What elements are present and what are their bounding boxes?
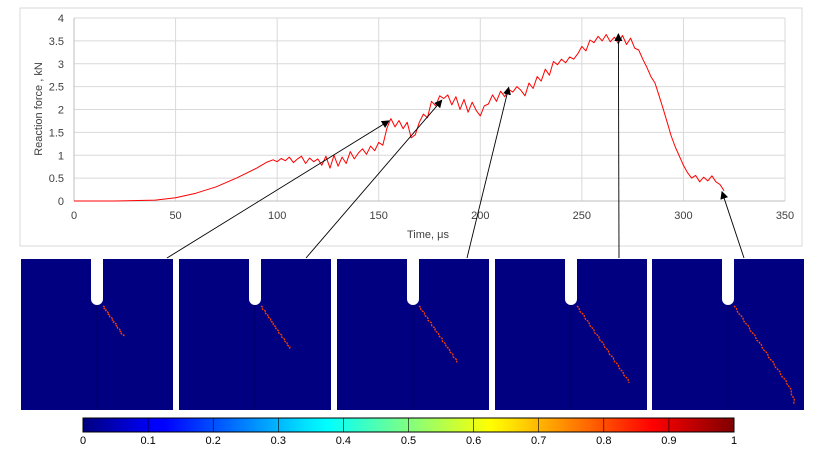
x-tick-label: 250 — [573, 210, 591, 222]
colorbar-tick-label: 0.4 — [336, 435, 351, 447]
series-line — [74, 34, 725, 202]
chart-border — [19, 7, 803, 247]
x-tick-label: 350 — [776, 210, 794, 222]
x-tick-label: 50 — [169, 210, 181, 222]
chart-area: 00.511.522.533.54 0 50 100 150 200 250 300 350 … — [19, 7, 803, 247]
y-tick-label: 0.5 — [49, 173, 64, 185]
colorbar-tick-label: 0.9 — [661, 435, 676, 447]
crack-path — [576, 305, 630, 384]
x-tick-label: 100 — [268, 210, 286, 222]
crack-panel — [337, 259, 489, 410]
colorbar-tick-label: 0 — [80, 435, 86, 447]
crack-path — [418, 305, 458, 363]
axes — [73, 18, 785, 202]
annotation-arrow — [166, 120, 390, 259]
x-tick-labels: 0 50 100 150 200 250 300 350 — [71, 210, 794, 222]
x-tick-label: 150 — [370, 210, 388, 222]
y-tick-label: 3.5 — [49, 36, 64, 48]
y-tick-label: 2 — [58, 105, 64, 117]
notch — [722, 259, 734, 305]
y-tick-label: 0 — [58, 196, 64, 208]
notch — [91, 259, 103, 305]
annotation-arrow — [466, 86, 511, 259]
y-tick-labels: 0 0.5 1 1.5 2 2.5 3 3.5 4 — [49, 13, 64, 208]
colorbar-tick-label: 1 — [731, 435, 737, 447]
notch — [249, 259, 261, 305]
colorbar-ticks: 0 0.1 0.2 0.3 0.4 0.5 0.6 0.7 0.8 0.9 1 — [80, 418, 737, 447]
colorbar-tick-label: 0.8 — [596, 435, 611, 447]
colorbar-tick-label: 0.2 — [206, 435, 221, 447]
colorbar-tick-label: 0.3 — [271, 435, 286, 447]
grid-lines — [74, 17, 786, 201]
notch — [565, 259, 577, 305]
y-tick-label: 1.5 — [49, 127, 64, 139]
annotation-arrow — [720, 190, 745, 259]
crack-path — [102, 305, 125, 337]
x-tick-label: 0 — [71, 210, 77, 222]
colorbar-tick-label: 0.1 — [140, 435, 155, 447]
y-tick-label: 3 — [58, 59, 64, 71]
notch — [407, 259, 419, 305]
colorbar-tick-label: 0.6 — [466, 435, 481, 447]
colorbar-tick-label: 0.7 — [531, 435, 546, 447]
y-tick-label: 1 — [58, 150, 64, 162]
annotation-arrow — [614, 33, 623, 259]
crack-path — [733, 305, 796, 405]
colorbar-tick-label: 0.5 — [401, 435, 416, 447]
crack-panel — [179, 259, 331, 410]
colorbar: 0 0.1 0.2 0.3 0.4 0.5 0.6 0.7 0.8 0.9 1 — [80, 417, 737, 447]
annotation-arrow — [305, 99, 443, 259]
crack-panels — [21, 259, 804, 410]
y-axis-label: Reaction force , kN — [33, 62, 45, 156]
crack-path — [260, 305, 291, 350]
x-tick-label: 300 — [674, 210, 692, 222]
x-tick-label: 200 — [471, 210, 489, 222]
y-tick-label: 4 — [58, 13, 64, 25]
annotation-arrows — [166, 33, 745, 259]
x-axis-label: Time, μs — [407, 229, 449, 241]
crack-panel — [652, 259, 804, 410]
crack-panel — [21, 259, 173, 410]
crack-panel — [495, 259, 647, 410]
y-tick-label: 2.5 — [49, 82, 64, 94]
